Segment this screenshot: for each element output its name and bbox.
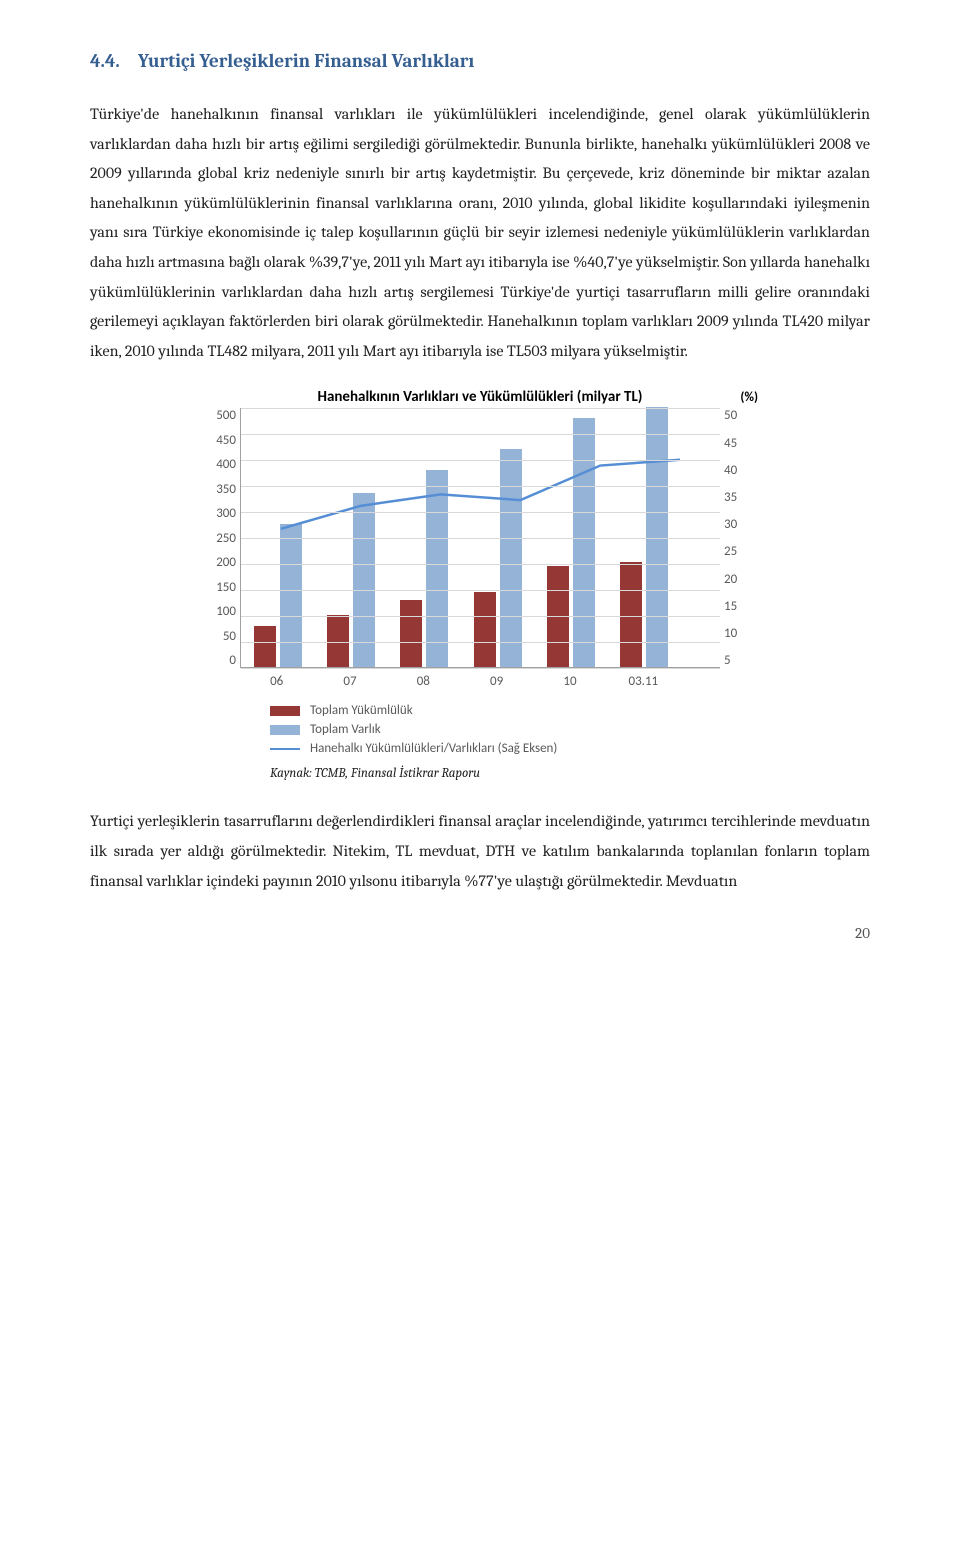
legend-line-ratio [270, 748, 300, 750]
gridline [241, 434, 720, 435]
legend-label-ratio: Hanehalkı Yükümlülükleri/Varlıkları (Sağ… [310, 741, 557, 756]
gridline [241, 486, 720, 487]
gridline [241, 408, 720, 409]
gridline [241, 512, 720, 513]
section-number: 4.4. [90, 50, 120, 72]
y-left-tick: 400 [216, 457, 236, 472]
x-tick: 07 [313, 668, 386, 689]
plot-area [240, 408, 720, 668]
y-right-tick: 40 [724, 463, 737, 478]
section-heading: 4.4. Yurtiçi Yerleşiklerin Finansal Varl… [90, 50, 870, 72]
y-left-tick: 150 [216, 580, 236, 595]
y-right-tick: 30 [724, 517, 737, 532]
y-right-tick: 45 [724, 436, 737, 451]
legend-label-liab: Toplam Yükümlülük [310, 703, 413, 718]
y-left-tick: 500 [216, 408, 236, 423]
y-left-tick: 100 [216, 604, 236, 619]
chart-title: Hanehalkının Varlıkları ve Yükümlülükler… [200, 388, 760, 406]
chart-legend: Toplam Yükümlülük Toplam Varlık Hanehalk… [270, 703, 760, 756]
x-tick: 10 [533, 668, 606, 689]
gridline [241, 616, 720, 617]
y-axis-left: 500450400350300250200150100500 [200, 408, 240, 668]
y-left-tick: 200 [216, 555, 236, 570]
x-tick: 06 [240, 668, 313, 689]
gridline [241, 590, 720, 591]
y-axis-right: (%) 5045403530252015105 [720, 408, 760, 668]
y-right-tick: 25 [724, 544, 737, 559]
y-right-tick: 50 [724, 408, 737, 423]
gridline [241, 668, 720, 669]
y-right-tick: 35 [724, 490, 737, 505]
gridline [241, 642, 720, 643]
y-right-tick: 15 [724, 599, 737, 614]
x-tick: 09 [460, 668, 533, 689]
legend-row-ratio: Hanehalkı Yükümlülükleri/Varlıkları (Sağ… [270, 741, 760, 756]
legend-label-asset: Toplam Varlık [310, 722, 381, 737]
y-left-tick: 450 [216, 433, 236, 448]
page-number: 20 [90, 924, 870, 942]
gridline [241, 564, 720, 565]
y-right-tick: 10 [724, 626, 737, 641]
section-title: Yurtiçi Yerleşiklerin Finansal Varlıklar… [138, 50, 474, 72]
y-right-tick: 5 [724, 653, 731, 668]
gridline [241, 538, 720, 539]
paragraph-2: Yurtiçi yerleşiklerin tasarruflarını değ… [90, 807, 870, 896]
y-right-tick: 20 [724, 572, 737, 587]
legend-row-asset: Toplam Varlık [270, 722, 760, 737]
x-tick: 03.11 [607, 668, 680, 689]
legend-swatch-asset [270, 725, 300, 735]
gridline [241, 460, 720, 461]
y-left-tick: 0 [229, 653, 236, 668]
legend-swatch-liab [270, 706, 300, 716]
y-left-tick: 50 [223, 629, 236, 644]
y-left-tick: 350 [216, 482, 236, 497]
chart-container: Hanehalkının Varlıkları ve Yükümlülükler… [200, 388, 760, 781]
y-left-tick: 300 [216, 506, 236, 521]
chart-row: 500450400350300250200150100500 (%) 50454… [200, 408, 760, 668]
legend-row-liab: Toplam Yükümlülük [270, 703, 760, 718]
y-left-tick: 250 [216, 531, 236, 546]
chart-source: Kaynak: TCMB, Finansal İstikrar Raporu [270, 766, 760, 781]
x-axis: 060708091003.11 [240, 668, 680, 689]
y-axis-right-label: (%) [740, 390, 758, 405]
paragraph-1: Türkiye'de hanehalkının finansal varlıkl… [90, 100, 870, 366]
x-tick: 08 [387, 668, 460, 689]
